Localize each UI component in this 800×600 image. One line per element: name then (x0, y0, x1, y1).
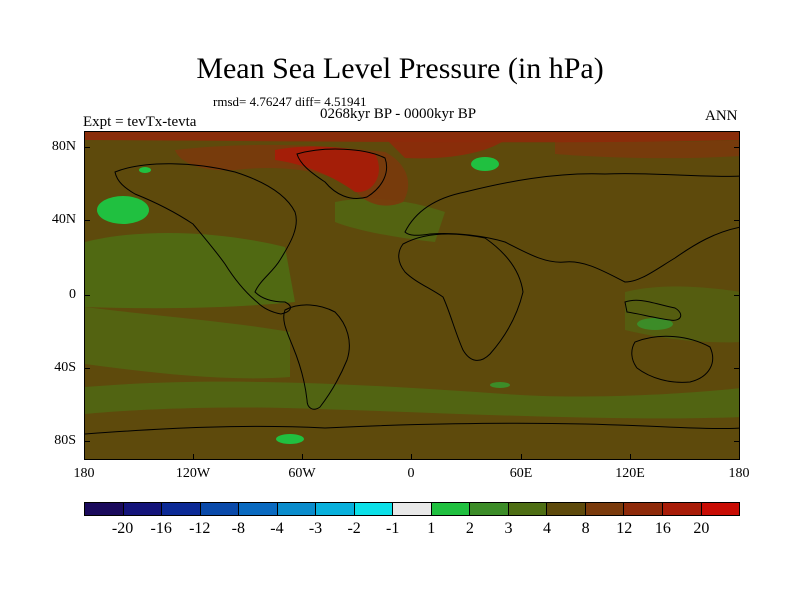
coast-maritime-continent (624, 299, 682, 321)
colorbar-swatch (393, 503, 432, 515)
colorbar-label: -16 (150, 520, 172, 537)
ytick-r-40s (734, 368, 740, 369)
field-zone-pacific-south (85, 307, 290, 379)
colorbar-label: -12 (189, 520, 211, 537)
colorbar-swatch (354, 503, 394, 515)
y-tick-label: 40S (54, 360, 76, 375)
experiment-label: Expt = tevTx-tevta (83, 114, 197, 130)
colorbar-label: 1 (427, 520, 436, 537)
colorbar-label: 20 (693, 520, 710, 537)
colorbar-label: -1 (386, 520, 400, 537)
xtick-120w (193, 454, 194, 460)
colorbar-label: 2 (465, 520, 474, 537)
colorbar (84, 502, 740, 516)
period-subtitle: 0268kyr BP - 0000kyr BP (320, 106, 477, 122)
x-tick-label: 120E (615, 466, 645, 481)
ytick-80n (84, 147, 90, 148)
xtick-0 (411, 454, 412, 460)
y-tick-label: 0 (69, 287, 76, 302)
ytick-r-40n (734, 220, 740, 221)
xtick-180e (739, 454, 740, 460)
xtick-60e (521, 454, 522, 460)
colorbar-swatch (239, 503, 278, 515)
colorbar-label: -8 (231, 520, 245, 537)
colorbar-swatch (662, 503, 702, 515)
coast-eurasia (404, 173, 739, 283)
colorbar-label: -3 (308, 520, 323, 537)
ytick-0 (84, 295, 90, 296)
xtick-120e (630, 454, 631, 460)
field-low-arctic-europe (385, 137, 505, 159)
colorbar-label: 4 (543, 520, 552, 537)
field-low-greenland (275, 146, 379, 193)
colorbar-swatch (585, 503, 625, 515)
colorbar-swatch (547, 503, 586, 515)
field-high-north-pacific (97, 196, 149, 224)
ytick-40n (84, 220, 90, 221)
xtick-180w (84, 454, 85, 460)
y-tick-label: 40N (51, 212, 76, 227)
pressure-field-map (85, 132, 739, 459)
coast-antarctica (85, 422, 739, 435)
colorbar-label: 16 (654, 520, 671, 537)
field-patch-indonesia (637, 318, 673, 330)
colorbar-label: 3 (504, 520, 513, 537)
ytick-r-0 (734, 295, 740, 296)
colorbar-label: 8 (581, 520, 590, 537)
colorbar-label: 12 (616, 520, 633, 537)
colorbar-swatch (85, 503, 124, 515)
coast-australia (631, 335, 714, 383)
colorbar-swatch (162, 503, 201, 515)
field-patch-south-atlantic (490, 382, 510, 388)
stats-subtitle: rmsd= 4.76247 diff= 4.51941 (213, 94, 367, 109)
y-tick-label: 80S (54, 433, 76, 448)
map-panel (84, 131, 740, 460)
colorbar-label: -2 (347, 520, 361, 537)
colorbar-swatch (431, 503, 471, 515)
colorbar-label: -20 (111, 520, 134, 537)
field-zone-southern-ocean (85, 381, 739, 419)
ytick-80s (84, 441, 90, 442)
plot-title: Mean Sea Level Pressure (in hPa) (196, 52, 604, 85)
ytick-r-80s (734, 441, 740, 442)
field-high-arctic (471, 157, 499, 171)
colorbar-swatch (624, 503, 663, 515)
ytick-40s (84, 368, 90, 369)
coast-north-america (114, 163, 297, 315)
colorbar-swatch (508, 503, 548, 515)
field-zone-atlantic-north (335, 198, 445, 242)
ytick-r-80n (734, 147, 740, 148)
coast-greenland (296, 148, 388, 199)
y-tick-label: 80N (51, 139, 76, 154)
colorbar-swatch (316, 503, 355, 515)
field-zone-pacific-north (85, 232, 295, 309)
coast-africa (398, 233, 524, 361)
coastlines (85, 148, 739, 435)
field-high-antarctic (276, 434, 304, 444)
x-tick-label: 180 (728, 466, 750, 481)
x-tick-label: 60W (288, 466, 316, 481)
colorbar-swatch (277, 503, 317, 515)
x-tick-label: 180 (73, 466, 95, 481)
colorbar-label: -4 (270, 520, 284, 537)
field-low-pole (85, 132, 739, 143)
x-tick-label: 60E (509, 466, 533, 481)
xtick-60w (302, 454, 303, 460)
colorbar-swatch (701, 503, 740, 515)
colorbar-swatch (123, 503, 163, 515)
field-low-siberia (555, 140, 739, 159)
season-label: ANN (705, 108, 738, 124)
colorbar-swatch (470, 503, 509, 515)
field-high-alaska (139, 167, 151, 173)
x-tick-label: 0 (407, 466, 415, 481)
coast-south-america (283, 304, 350, 410)
x-tick-label: 120W (175, 466, 211, 481)
colorbar-swatch (200, 503, 240, 515)
